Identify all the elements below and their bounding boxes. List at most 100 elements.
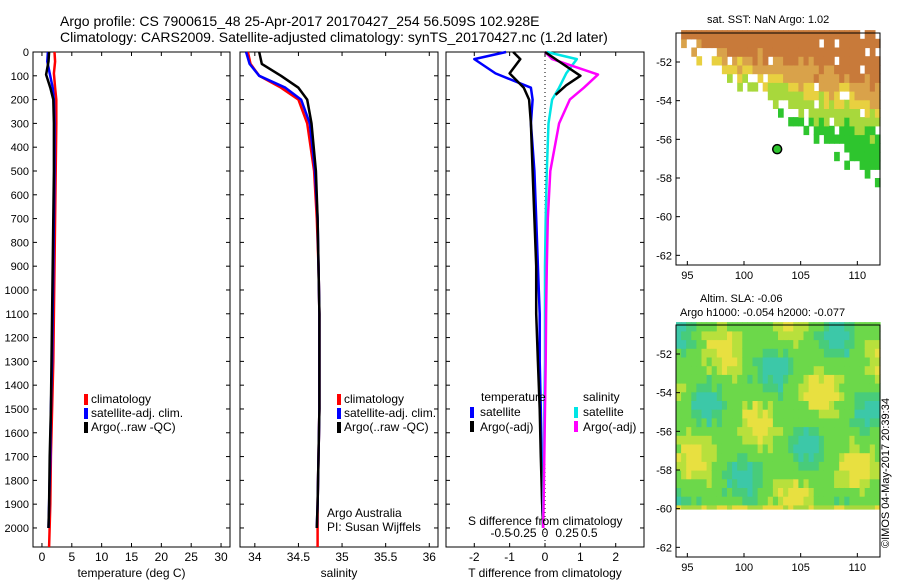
map-cell [701, 504, 708, 515]
map-cell [732, 496, 738, 506]
map-cell [778, 504, 784, 515]
map-cell [808, 348, 815, 358]
map-cell [864, 151, 871, 162]
map-cell [869, 487, 876, 497]
map-cell [859, 409, 866, 419]
map-cell [772, 461, 779, 471]
map-cell [681, 435, 687, 445]
map-cell [721, 435, 728, 445]
plot-frame [239, 51, 439, 548]
map-cell [869, 64, 876, 75]
map-cell [747, 374, 754, 384]
map-cell [701, 409, 708, 419]
map-cell [747, 47, 754, 57]
map-cell [732, 365, 738, 375]
map-cell [778, 400, 784, 410]
y-tick-label: 900 [11, 261, 29, 273]
map-cell [834, 348, 840, 358]
map-cell [839, 339, 845, 349]
map-cell [854, 487, 861, 497]
map-cell [808, 30, 815, 40]
legend-label: Argo(..raw -QC) [344, 420, 429, 434]
map-cell [752, 330, 759, 341]
map-cell [869, 134, 876, 144]
map-cell [818, 99, 825, 109]
map-cell [778, 461, 784, 471]
map-cell [691, 478, 697, 488]
map-cell [788, 117, 794, 127]
map-cell [844, 470, 850, 480]
map-cell [762, 470, 769, 480]
y-tick-label: -54 [656, 96, 672, 108]
map-cell [696, 417, 703, 428]
difference-legend: temperature salinity satellite Argo(-adj… [470, 390, 636, 434]
map-cell [839, 64, 845, 75]
x-tick-label: 35 [335, 550, 349, 564]
map-cell [823, 487, 830, 497]
map-cell [727, 496, 733, 506]
map-cell [803, 461, 810, 471]
map-cell [788, 82, 794, 92]
map-cell [778, 64, 784, 75]
map-cell [691, 470, 697, 480]
map-cell [711, 30, 718, 40]
x-tick-label: 110 [849, 562, 867, 574]
map-cell [844, 435, 850, 445]
map-cell [788, 56, 794, 66]
map-cell [798, 443, 805, 454]
map-cell [849, 409, 856, 419]
map-cell [859, 426, 866, 436]
map-cell [798, 452, 805, 462]
map-cell [757, 504, 764, 515]
map-cell [874, 330, 881, 341]
map-cell [747, 443, 754, 454]
map-cell [762, 461, 769, 471]
map-cell [869, 108, 876, 118]
map-cell [676, 322, 682, 332]
map-cell [676, 504, 682, 515]
map-cell [844, 496, 850, 506]
map-cell [813, 461, 820, 471]
map-cell [869, 82, 876, 92]
x-tick-label: 2 [612, 550, 619, 564]
map-cell [757, 478, 764, 488]
map-cell [813, 47, 820, 57]
map-cell [793, 322, 799, 332]
map-cell [762, 82, 769, 92]
map-cell [681, 417, 687, 428]
map-cell [808, 99, 815, 109]
map-cell [778, 470, 784, 480]
map-cell [706, 374, 713, 384]
map-cell [783, 400, 789, 410]
map-cell [864, 91, 871, 101]
map-cell [823, 117, 830, 127]
map-cell [747, 452, 754, 462]
map-cell [808, 56, 815, 66]
map-cell [783, 391, 789, 401]
map-cell [757, 73, 764, 83]
map-cell [716, 417, 723, 428]
map-cell [732, 478, 738, 488]
map-cell [681, 391, 687, 401]
map-cell [844, 426, 850, 436]
salinity-panel: 34 34.5 35 35.5 36 salinity [239, 51, 439, 580]
map-cell [874, 356, 881, 367]
map-cell [869, 426, 876, 436]
map-cell [737, 38, 743, 49]
map-cell [818, 426, 825, 436]
map-cell [696, 400, 703, 410]
map-cell [772, 64, 779, 75]
map-cell [772, 504, 779, 515]
map-cell [681, 348, 687, 358]
map-cell [752, 400, 759, 410]
series-line-s-argo-adj [541, 51, 600, 529]
map-cell [747, 487, 754, 497]
map-cell [839, 134, 845, 144]
map-cell [742, 365, 748, 375]
series-line-s-argo-near-surface [544, 50, 582, 96]
map-cell [808, 108, 815, 118]
map-cell [706, 478, 713, 488]
map-cell [798, 91, 805, 101]
map-cell [767, 365, 774, 375]
map-cell [696, 409, 703, 419]
